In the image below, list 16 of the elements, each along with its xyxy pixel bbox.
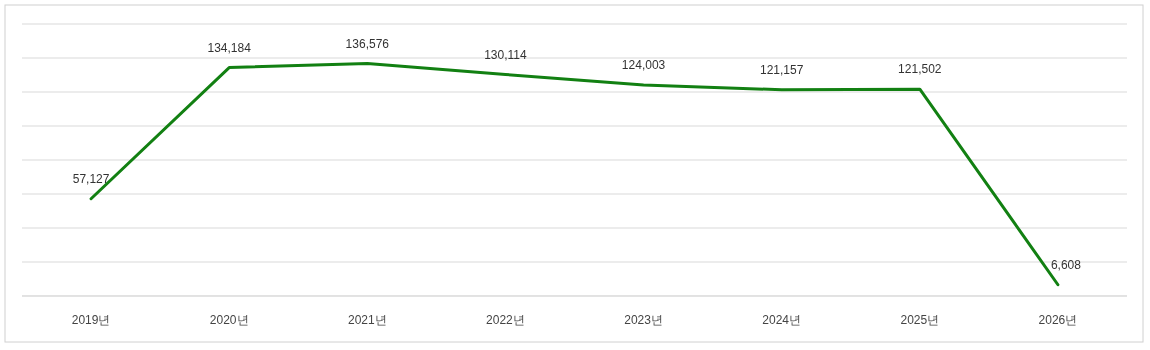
x-tick-label: 2021년 (347, 313, 387, 327)
x-tick-label: 2025년 (900, 313, 940, 327)
x-tick-label: 2020년 (209, 313, 249, 327)
data-label: 6,608 (1050, 257, 1082, 272)
x-tick-label: 2024년 (762, 313, 802, 327)
x-tick-label: 2026년 (1038, 313, 1078, 327)
data-label: 134,184 (207, 40, 252, 55)
data-label: 121,502 (898, 62, 942, 77)
data-label: 124,003 (621, 57, 666, 72)
x-tick-label: 2023년 (624, 313, 663, 327)
data-label: 57,127 (72, 171, 110, 186)
data-label: 130,114 (484, 47, 527, 62)
data-label: 121,157 (759, 62, 804, 77)
data-label: 136,576 (345, 36, 390, 51)
x-tick-label: 2022년 (486, 313, 525, 327)
x-tick-label: 2019년 (71, 313, 111, 327)
